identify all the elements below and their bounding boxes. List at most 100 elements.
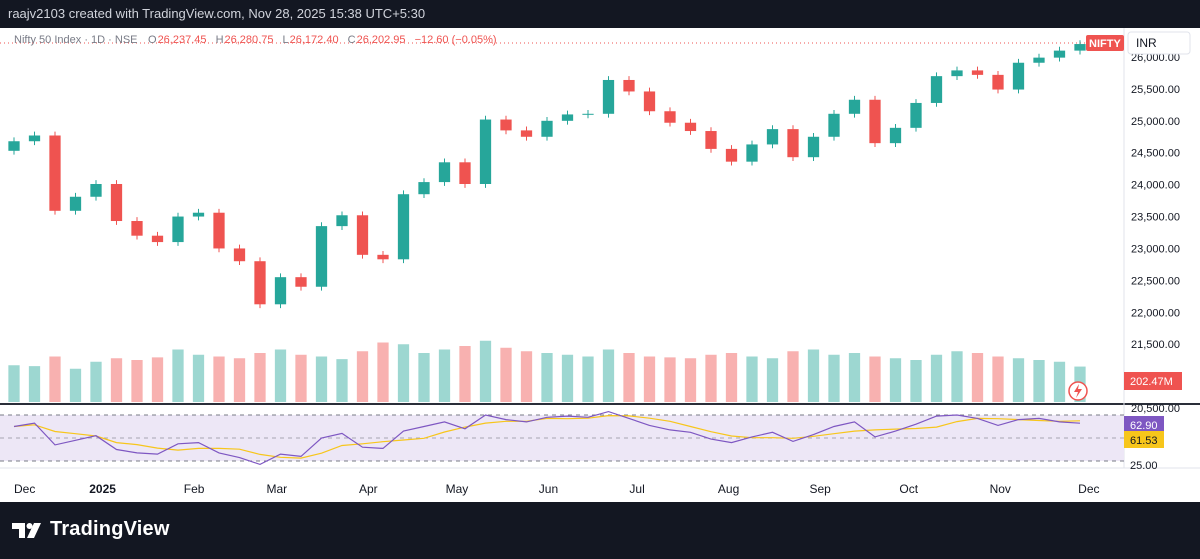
candle-body[interactable]: [1033, 57, 1045, 63]
candle-body[interactable]: [623, 79, 635, 92]
candle-body[interactable]: [889, 127, 902, 144]
candle-body[interactable]: [582, 113, 594, 115]
candle-body[interactable]: [28, 135, 41, 142]
candle-body[interactable]: [930, 76, 943, 103]
candle-body[interactable]: [848, 99, 861, 114]
time-tick-label: Jun: [539, 482, 558, 496]
volume-bar: [397, 344, 410, 402]
candle-body[interactable]: [1053, 50, 1066, 58]
rsi-tag: [1124, 416, 1164, 433]
candle-body[interactable]: [377, 254, 389, 260]
volume-bar: [500, 347, 512, 402]
candle-body[interactable]: [274, 277, 287, 305]
rsi-axis-25: 25.00: [1130, 460, 1158, 472]
volume-bar: [828, 354, 840, 402]
time-tick-label: Dec: [14, 482, 35, 496]
volume-bar: [69, 368, 82, 402]
candle-body[interactable]: [992, 74, 1004, 90]
candle-body[interactable]: [49, 135, 61, 211]
candle-body[interactable]: [315, 226, 328, 287]
time-tick-label: Nov: [990, 482, 1011, 496]
candle-body[interactable]: [500, 119, 512, 131]
candle-body[interactable]: [151, 235, 164, 243]
candle-body[interactable]: [828, 113, 840, 137]
candle-body[interactable]: [541, 120, 553, 137]
tradingview-logo[interactable]: TradingView: [12, 518, 170, 541]
volume-bar: [213, 356, 225, 402]
volume-bar: [233, 358, 246, 402]
volume-bar: [336, 359, 348, 402]
volume-bar: [520, 351, 533, 402]
candle-body[interactable]: [561, 114, 574, 121]
candle-body[interactable]: [643, 91, 656, 112]
time-tick-label: Sep: [809, 482, 831, 496]
candle-layer: [8, 40, 1086, 309]
candle-body[interactable]: [479, 119, 492, 184]
candle-body[interactable]: [254, 261, 266, 305]
volume-bar: [725, 353, 738, 402]
candle-body[interactable]: [397, 194, 410, 260]
price-tick-label: 25,500.00: [1131, 84, 1180, 96]
candle-body[interactable]: [602, 79, 615, 114]
time-tick-label: Mar: [266, 482, 287, 496]
candle-body[interactable]: [110, 183, 123, 222]
time-tick-label: May: [446, 482, 469, 496]
candle-body[interactable]: [172, 216, 184, 243]
rsi-line: [13, 410, 1081, 466]
volume-bar: [295, 354, 307, 402]
candle-body[interactable]: [459, 162, 471, 184]
candle-body[interactable]: [295, 277, 307, 287]
price-tick-label: 22,000.00: [1131, 307, 1180, 319]
candle-body[interactable]: [233, 248, 246, 262]
volume-bar: [910, 360, 922, 402]
candle-body[interactable]: [131, 221, 143, 236]
candle-body[interactable]: [971, 70, 984, 75]
rsi-ma-tag-label: 61.53: [1130, 435, 1158, 447]
candle-body[interactable]: [1074, 44, 1086, 51]
volume-bar: [541, 353, 553, 402]
volume-bar: [561, 354, 574, 402]
legend-high-value: 26,280.75: [225, 34, 274, 46]
candle-body[interactable]: [192, 212, 205, 217]
currency-button[interactable]: [1127, 31, 1191, 55]
candle-body[interactable]: [684, 122, 697, 132]
time-tick-label: Jul: [629, 482, 644, 496]
volume-bar: [151, 357, 164, 402]
volume-bar: [848, 353, 861, 402]
candle-body[interactable]: [1012, 62, 1025, 90]
price-tick-label: 24,500.00: [1131, 148, 1180, 160]
tradingview-logo-icon: [12, 522, 41, 538]
candle-body[interactable]: [213, 212, 225, 249]
rsi-tag-label: 62.90: [1130, 420, 1158, 432]
time-tick-label: Oct: [899, 482, 918, 496]
candle-body[interactable]: [664, 111, 676, 123]
candle-body[interactable]: [807, 136, 820, 158]
candle-body[interactable]: [438, 162, 451, 183]
volume-bar: [90, 361, 102, 402]
candle-body[interactable]: [90, 183, 102, 197]
volume-tag-label: 202.47M: [1130, 376, 1173, 388]
volume-bar: [684, 358, 697, 402]
volume-bar: [971, 353, 984, 402]
chart-svg[interactable]: 20,500.0021,000.0021,500.0022,000.0022,5…: [0, 28, 1200, 502]
candle-body[interactable]: [787, 129, 799, 158]
candle-body[interactable]: [766, 129, 779, 145]
candle-body[interactable]: [418, 182, 430, 195]
volume-bar: [418, 353, 430, 402]
candle-body[interactable]: [69, 196, 82, 211]
legend-change: −12.60 (−0.05%): [415, 34, 497, 46]
candle-body[interactable]: [746, 144, 758, 162]
candle-body[interactable]: [336, 215, 348, 227]
candle-body[interactable]: [356, 215, 369, 255]
candle-body[interactable]: [705, 131, 717, 149]
candle-body[interactable]: [8, 141, 20, 151]
candle-body[interactable]: [951, 70, 963, 77]
volume-bar: [951, 351, 963, 402]
tradingview-brand: TradingView: [50, 518, 170, 540]
candle-body[interactable]: [910, 102, 922, 128]
candle-body[interactable]: [869, 99, 881, 144]
candle-body[interactable]: [725, 148, 738, 162]
candle-body[interactable]: [520, 130, 533, 137]
price-tick-label: 20,500.00: [1131, 403, 1180, 415]
legend-symbol[interactable]: Nifty 50 Index · 1D · NSE: [14, 34, 138, 46]
